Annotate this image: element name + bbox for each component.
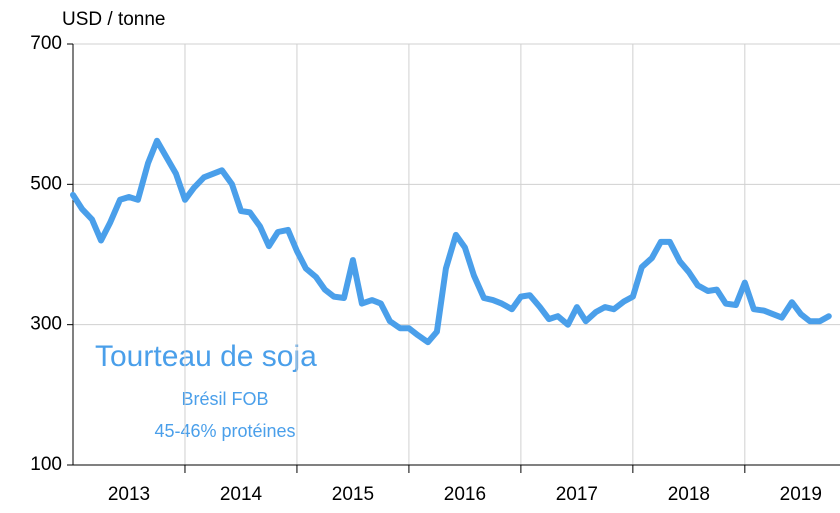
y-tick-label: 300 [30, 314, 62, 335]
x-tick-label: 2017 [556, 484, 598, 505]
y-tick-label: 500 [30, 173, 62, 194]
annotation: Brésil FOB [181, 389, 268, 409]
y-axis-label: USD / tonne [62, 9, 166, 30]
x-tick-label: 2013 [108, 484, 150, 505]
annotation: Tourteau de soja [95, 340, 317, 373]
annotation: 45-46% protéines [154, 421, 295, 441]
x-tick-label: 2018 [668, 484, 710, 505]
x-tick-label: 2014 [220, 484, 263, 505]
x-tick-label: 2015 [332, 484, 374, 505]
x-tick-label: 2016 [444, 484, 486, 505]
y-tick-label: 700 [30, 33, 62, 54]
data-line [70, 137, 832, 346]
x-tick-label: 2019 [780, 484, 822, 505]
y-tick-label: 100 [30, 454, 62, 475]
